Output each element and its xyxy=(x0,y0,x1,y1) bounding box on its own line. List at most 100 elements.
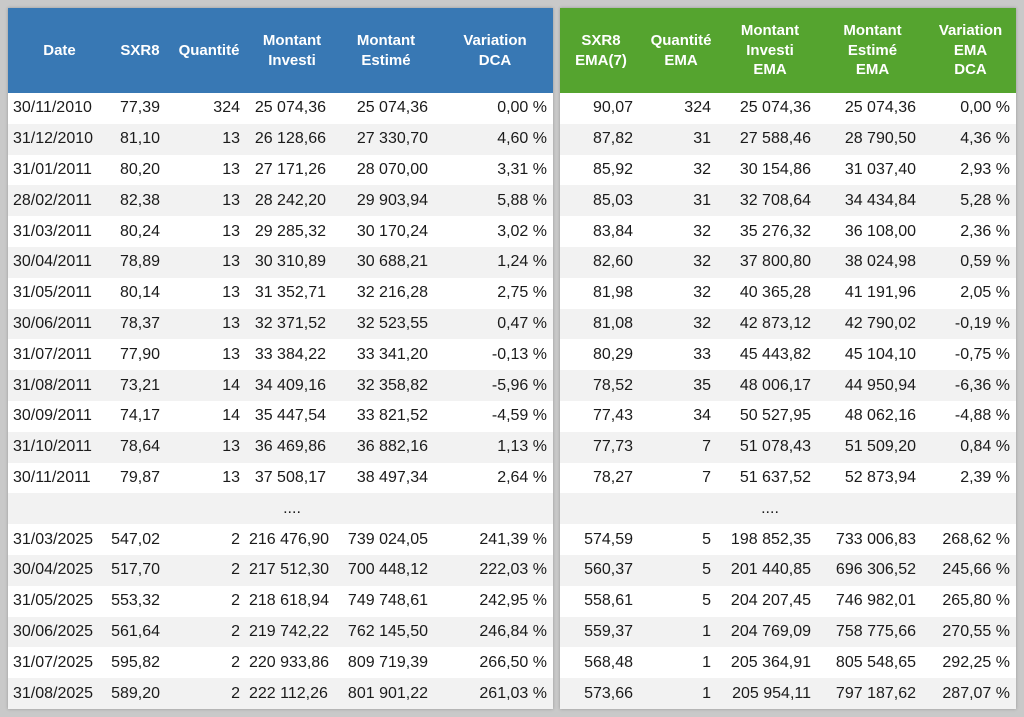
cell-variation-dca: 266,50 % xyxy=(479,653,547,671)
table-row: 574,59 5 198 852,35 733 006,83 268,62 % xyxy=(560,524,1016,555)
cell-variation-ema-dca: 0,00 % xyxy=(960,99,1010,117)
cell-montant-investi: 27 171,26 xyxy=(254,160,326,178)
cell-quantite: 2 xyxy=(231,561,240,579)
cell-quantite-ema: 1 xyxy=(702,684,711,702)
cell-quantite: 324 xyxy=(213,99,240,117)
cell-sxr8: 77,39 xyxy=(119,99,160,117)
cell-sxr8-ema: 558,61 xyxy=(584,592,633,610)
cell-quantite-ema: 32 xyxy=(693,160,711,178)
table-row: 31/07/2011 77,90 13 33 384,22 33 341,20 -0,13… xyxy=(8,339,553,371)
cell-date: 31/07/2025 xyxy=(13,653,94,671)
table-row: 560,37 5 201 440,85 696 306,52 245,66 % xyxy=(560,554,1016,586)
header-variation-ema-dca: Variation EMA DCA xyxy=(925,8,1016,93)
cell-montant-estime-ema: 36 108,00 xyxy=(844,222,916,240)
cell-date: 30/11/2010 xyxy=(13,99,92,117)
cell-montant-investi: 32 371,52 xyxy=(254,314,326,332)
cell-montant-investi: 36 469,86 xyxy=(254,438,326,456)
cell-sxr8-ema: 574,59 xyxy=(584,530,633,548)
cell-montant-estime: 30 170,24 xyxy=(356,222,428,240)
cell-variation-ema-dca: 4,36 % xyxy=(960,130,1010,148)
cell-montant-estime: 29 903,94 xyxy=(356,191,428,209)
cell-montant-investi-ema: 37 800,80 xyxy=(739,253,811,271)
cell-variation-ema-dca: 287,07 % xyxy=(942,684,1010,702)
cell-variation-dca: -4,59 % xyxy=(491,407,547,425)
cell-montant-investi: 34 409,16 xyxy=(254,376,326,394)
cell-variation-ema-dca: 270,55 % xyxy=(942,622,1010,640)
table-row: 80,29 33 45 443,82 45 104,10 -0,75 % xyxy=(560,339,1016,371)
ellipsis-cell: .... xyxy=(283,499,301,517)
cell-variation-dca: 0,00 % xyxy=(497,99,547,117)
header-quantite: Quantité xyxy=(169,8,249,93)
cell-quantite-ema: 5 xyxy=(702,530,711,548)
cell-sxr8-ema: 568,48 xyxy=(584,653,633,671)
ellipsis-row: .... xyxy=(8,493,553,525)
table-row: 85,03 31 32 708,64 34 434,84 5,28 % xyxy=(560,185,1016,217)
cell-montant-estime: 32 216,28 xyxy=(356,284,428,302)
table-row: 78,27 7 51 637,52 52 873,94 2,39 % xyxy=(560,462,1016,494)
dca-table-header: Date SXR8 Quantité Montant Investi Monta… xyxy=(8,8,553,93)
cell-sxr8: 595,82 xyxy=(111,653,160,671)
table-row: 81,98 32 40 365,28 41 191,96 2,05 % xyxy=(560,277,1016,309)
cell-montant-investi: 222 112,26 xyxy=(249,684,328,702)
cell-montant-investi: 218 618,94 xyxy=(249,592,330,610)
table-row: 78,52 35 48 006,17 44 950,94 -6,36 % xyxy=(560,370,1016,401)
table-row: 31/07/2025 595,82 2 220 933,86 809 719,39 266… xyxy=(8,647,553,679)
dca-table-body: 30/11/2010 77,39 324 25 074,36 25 074,36 0,00… xyxy=(8,93,553,709)
cell-variation-dca: 246,84 % xyxy=(479,622,547,640)
cell-montant-investi-ema: 30 154,86 xyxy=(739,160,811,178)
cell-sxr8-ema: 78,27 xyxy=(592,468,633,486)
cell-montant-estime: 30 688,21 xyxy=(356,253,428,271)
ema-table-header: SXR8 EMA(7) Quantité EMA Montant Investi… xyxy=(560,8,1016,93)
cell-quantite: 2 xyxy=(231,622,240,640)
cell-quantite: 13 xyxy=(222,345,240,363)
cell-quantite-ema: 31 xyxy=(693,191,711,209)
cell-montant-estime-ema: 758 775,66 xyxy=(835,622,916,640)
cell-montant-estime-ema: 733 006,83 xyxy=(835,530,916,548)
cell-sxr8-ema: 78,52 xyxy=(592,376,633,394)
cell-quantite: 13 xyxy=(222,253,240,271)
ema-table-grid: SXR8 EMA(7) Quantité EMA Montant Investi… xyxy=(560,8,1016,709)
ellipsis-cell xyxy=(169,493,249,524)
table-row: 30/11/2011 79,87 13 37 508,17 38 497,34 2,64 … xyxy=(8,462,553,494)
cell-quantite-ema: 31 xyxy=(693,130,711,148)
cell-quantite-ema: 32 xyxy=(693,284,711,302)
cell-montant-investi: 29 285,32 xyxy=(254,222,326,240)
cell-sxr8-ema: 80,29 xyxy=(592,345,633,363)
cell-variation-dca: 1,13 % xyxy=(497,438,547,456)
cell-quantite-ema: 1 xyxy=(702,622,711,640)
ellipsis-cell xyxy=(335,493,437,524)
cell-sxr8: 73,21 xyxy=(119,376,160,394)
table-row: 77,73 7 51 078,43 51 509,20 0,84 % xyxy=(560,431,1016,463)
cell-montant-investi-ema: 32 708,64 xyxy=(739,191,811,209)
header-montant-investi: Montant Investi xyxy=(249,8,335,93)
cell-variation-ema-dca: 2,36 % xyxy=(960,222,1010,240)
cell-montant-estime-ema: 44 950,94 xyxy=(844,376,916,394)
cell-montant-estime: 809 719,39 xyxy=(347,653,428,671)
cell-date: 30/06/2011 xyxy=(13,314,92,332)
cell-variation-dca: 0,47 % xyxy=(497,314,547,332)
header-quantite-ema: Quantité EMA xyxy=(642,8,720,93)
cell-quantite: 2 xyxy=(231,684,240,702)
cell-variation-dca: 3,02 % xyxy=(497,222,547,240)
cell-quantite: 13 xyxy=(222,130,240,148)
cell-date: 31/05/2011 xyxy=(13,284,92,302)
cell-sxr8-ema: 77,43 xyxy=(592,407,633,425)
table-row: 573,66 1 205 954,11 797 187,62 287,07 % xyxy=(560,678,1016,709)
cell-variation-ema-dca: 265,80 % xyxy=(942,592,1010,610)
cell-variation-ema-dca: -4,88 % xyxy=(954,407,1010,425)
cell-quantite-ema: 1 xyxy=(702,653,711,671)
ellipsis-cell xyxy=(8,493,111,524)
header-sxr8: SXR8 xyxy=(111,8,169,93)
cell-sxr8: 78,89 xyxy=(119,253,160,271)
table-row: 31/08/2025 589,20 2 222 112,26 801 901,22 261… xyxy=(8,678,553,709)
cell-montant-estime: 700 448,12 xyxy=(347,561,428,579)
cell-sxr8-ema: 90,07 xyxy=(592,99,633,117)
table-row: 82,60 32 37 800,80 38 024,98 0,59 % xyxy=(560,246,1016,278)
cell-quantite: 13 xyxy=(222,284,240,302)
cell-montant-estime: 32 358,82 xyxy=(356,376,428,394)
ellipsis-cell xyxy=(820,493,925,524)
cell-variation-dca: -0,13 % xyxy=(491,345,547,363)
ellipsis-cell xyxy=(925,493,1016,524)
cell-montant-investi-ema: 45 443,82 xyxy=(739,345,811,363)
cell-montant-investi-ema: 204 769,09 xyxy=(730,622,811,640)
